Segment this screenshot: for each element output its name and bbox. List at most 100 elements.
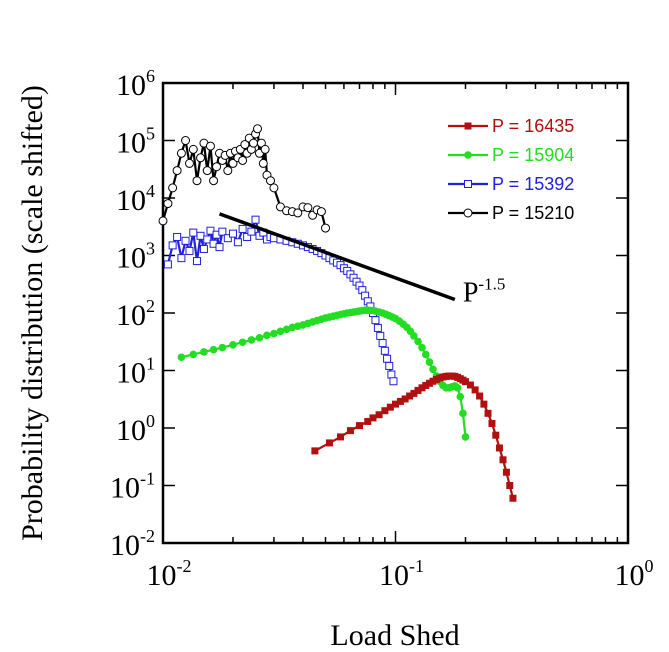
data-point [392, 400, 399, 408]
axes-ticks [162, 82, 628, 544]
y-tick-label: 105 [116, 124, 155, 160]
data-point [253, 124, 263, 134]
data-point [266, 176, 276, 186]
data-point [203, 235, 212, 244]
data-point [471, 386, 479, 394]
data-point [229, 340, 237, 349]
data-point [378, 339, 387, 348]
tick-labels: 10-2 10-1 100 10-2 10-1 100 101 102 103 104 105 106 [110, 66, 654, 592]
data-point [177, 254, 186, 263]
data-point [369, 414, 377, 422]
data-point [509, 494, 517, 502]
data-point [464, 122, 472, 130]
data-point [311, 447, 319, 455]
data-point [380, 346, 389, 355]
y-axis-label: Probability distribution (scale shifted) [16, 85, 49, 541]
data-point [168, 241, 177, 250]
data-point [192, 176, 202, 186]
legend-item: P = 16435 [448, 116, 574, 136]
data-point [188, 144, 198, 154]
data-point [177, 353, 186, 362]
data-point [192, 257, 201, 266]
data-point [248, 138, 258, 148]
data-point [429, 365, 437, 374]
y-tick-label: 106 [116, 66, 155, 102]
data-point [185, 246, 194, 255]
data-point [463, 208, 473, 218]
data-point [255, 334, 264, 342]
data-point [209, 345, 218, 354]
data-point [173, 232, 182, 241]
data-point [336, 433, 344, 441]
data-point [499, 456, 507, 464]
data-point [228, 229, 237, 238]
data-point [258, 158, 268, 168]
data-point [240, 140, 250, 150]
x-axis-label: Load Shed [330, 619, 459, 652]
data-point [209, 176, 219, 186]
data-point [464, 180, 472, 188]
y-tick-label: 102 [116, 296, 155, 332]
data-point [270, 329, 278, 338]
data-point [189, 350, 198, 359]
data-point [158, 216, 168, 226]
data-point [355, 422, 363, 430]
legend-label: P = 15210 [492, 203, 574, 223]
x-tick-label: 10-2 [147, 556, 192, 592]
data-point [410, 332, 418, 340]
data-point [396, 397, 404, 405]
legend-item: P = 15392 [448, 174, 574, 194]
data-point [364, 417, 372, 425]
data-point [196, 153, 206, 163]
data-point [189, 228, 198, 237]
data-point [484, 409, 492, 417]
data-point [373, 323, 382, 332]
data-point [184, 158, 194, 168]
data-point [181, 136, 191, 145]
data-point [383, 354, 392, 363]
data-point [476, 392, 484, 400]
y-tick-label: 101 [116, 354, 155, 390]
data-point [247, 227, 256, 236]
data-point [303, 203, 313, 213]
data-point [346, 427, 354, 435]
data-point [238, 338, 247, 347]
data-point [176, 148, 186, 158]
data-point [243, 232, 252, 241]
data-point [502, 468, 510, 476]
data-point [495, 444, 503, 452]
legend-label: P = 15904 [492, 145, 574, 165]
data-point [238, 155, 248, 165]
data-point [205, 141, 215, 151]
data-point [461, 433, 470, 441]
data-point [376, 331, 385, 340]
data-point [459, 409, 467, 418]
data-point [425, 358, 434, 366]
data-point [251, 215, 260, 224]
series-16435 [311, 372, 517, 502]
data-point [196, 231, 205, 240]
data-point [406, 392, 414, 400]
y-tick-label: 10-1 [110, 469, 155, 505]
data-point [269, 183, 279, 193]
y-tick-label: 103 [116, 239, 155, 275]
data-point [163, 199, 173, 209]
data-point [387, 370, 396, 379]
data-point [492, 431, 500, 439]
x-tick-label: 10-1 [379, 556, 424, 592]
y-tick-label: 104 [116, 181, 155, 217]
data-point [293, 208, 303, 218]
legend: P = 16435 P = 15904 P = 15392 P = 15210 [448, 116, 574, 223]
data-point [260, 144, 270, 154]
legend-label: P = 15392 [492, 174, 574, 194]
data-point [456, 392, 465, 401]
data-point [401, 395, 409, 403]
data-point [418, 343, 426, 352]
data-point [223, 166, 233, 176]
data-point [422, 350, 430, 359]
legend-item: P = 15904 [448, 145, 574, 165]
series-15904 [177, 306, 470, 441]
data-point [418, 384, 426, 392]
data-point [325, 439, 333, 447]
data-point [381, 407, 389, 415]
